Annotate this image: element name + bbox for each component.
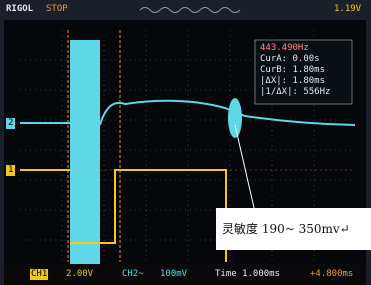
timebase: Time 1.000ms [215,269,280,280]
ch2-scale: 100mV [160,269,187,280]
ch1-marker: 1 [6,165,15,176]
cursor-line: |1/ΔX|: 556Hz [260,87,330,98]
ch1-scale: 2.00V [66,269,93,280]
ch2-marker: 2 [6,118,15,129]
ch2-burst-small [228,98,242,138]
cursor-panel: 443.490Hz CurA: 0.00s CurB: 1.80ms |ΔX|:… [260,43,330,98]
cursor-line: CurA: 0.00s [260,54,330,65]
ch1-label: CH1 [30,269,48,280]
brand: RIGOL [6,4,33,15]
oscilloscope-photo: RIGOL STOP 1.19V 443.490Hz CurA: 0.00s C… [0,0,371,285]
trigger-level: 1.19V [334,4,361,15]
time-offset: +4.800ms [310,269,353,280]
annotation: 灵敏度 190~ 350mv↵ [222,222,350,236]
ch2-label: CH2~ [122,269,144,280]
cursor-line: CurB: 1.80ms [260,65,330,76]
cursor-line: |ΔX|: 1.80ms [260,76,330,87]
ch2-burst [70,40,100,264]
frequency: 443.490Hz [260,43,330,54]
run-status: STOP [46,4,68,15]
